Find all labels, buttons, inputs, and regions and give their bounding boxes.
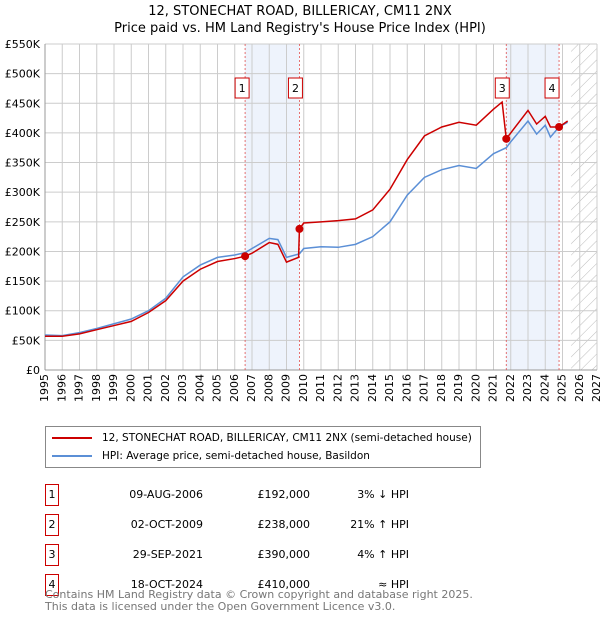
sale-label-box (234, 77, 250, 99)
x-tick-label: 2023 (521, 374, 534, 402)
x-tick-label: 1998 (90, 374, 103, 402)
y-tick-label: £250K (5, 216, 41, 229)
x-tick-label: 2020 (469, 374, 482, 402)
x-tick-label: 2014 (366, 374, 379, 402)
sale-label-number: 3 (499, 82, 506, 95)
legend-swatch-blue (52, 455, 92, 457)
sale-point (502, 134, 511, 143)
x-tick-label: 1999 (107, 374, 120, 402)
sale-row: 1 09-AUG-2006 £192,000 3% ↓ HPI (45, 484, 409, 506)
x-tick-label: 1996 (55, 374, 68, 402)
legend-item-property: 12, STONECHAT ROAD, BILLERICAY, CM11 2NX… (52, 430, 472, 446)
x-tick-label: 2022 (504, 374, 517, 402)
sale-row: 4 18-OCT-2024 £410,000 ≈ HPI (45, 574, 409, 596)
sale-date: 02-OCT-2009 (130, 518, 203, 531)
chart-title: 12, STONECHAT ROAD, BILLERICAY, CM11 2NX (148, 4, 452, 19)
x-tick-label: 2019 (452, 374, 465, 402)
y-tick-label: £200K (5, 245, 41, 258)
sale-hpi-comparison: 4% ↑ HPI (357, 548, 409, 561)
legend-label: HPI: Average price, semi-detached house,… (102, 450, 370, 462)
legend: 12, STONECHAT ROAD, BILLERICAY, CM11 2NX… (45, 426, 481, 468)
x-tick-label: 2004 (193, 374, 206, 402)
x-tick-label: 2006 (228, 374, 241, 402)
sale-number-badge: 2 (45, 514, 59, 536)
y-tick-label: £500K (5, 68, 41, 81)
y-tick-label: £150K (5, 275, 41, 288)
x-tick-label: 1995 (38, 374, 51, 402)
sale-row: 2 02-OCT-2009 £238,000 21% ↑ HPI (45, 514, 409, 536)
price-chart: 1995 1996 1997 1998 1999 2000 2001 2002 2003 2004… (5, 38, 600, 402)
price-paid-line (45, 100, 569, 337)
footer-licence: This data is licensed under the Open Gov… (45, 600, 396, 613)
sale-point (295, 224, 304, 233)
sale-label-number: 1 (239, 82, 246, 95)
x-tick-label: 2025 (556, 374, 569, 402)
x-tick-label: 2021 (487, 374, 500, 402)
sale-hpi-comparison: ≈ HPI (378, 578, 409, 591)
x-tick-label: 2003 (176, 374, 189, 402)
x-tick-label: 2001 (142, 374, 155, 402)
sale-price: £410,000 (257, 578, 311, 591)
y-tick-label: £300K (5, 186, 41, 199)
y-tick-label: £450K (5, 97, 41, 110)
x-tick-label: 2012 (331, 374, 344, 402)
sale-point (241, 252, 250, 261)
y-tick-label: £100K (5, 305, 41, 318)
sale-hpi-comparison: 21% ↑ HPI (350, 518, 409, 531)
legend-swatch-red (52, 437, 92, 439)
sale-label-number: 4 (549, 82, 556, 95)
sale-label-box (494, 77, 510, 99)
sale-date: 09-AUG-2006 (129, 488, 203, 501)
sale-number-badge: 3 (45, 544, 59, 566)
x-tick-label: 2008 (262, 374, 275, 402)
sale-date: 29-SEP-2021 (132, 548, 203, 561)
legend-item-hpi: HPI: Average price, semi-detached house,… (52, 448, 370, 464)
sale-point (555, 122, 564, 131)
x-tick-label: 2026 (573, 374, 586, 402)
x-tick-label: 2015 (383, 374, 396, 402)
x-tick-label: 2000 (124, 374, 137, 402)
x-tick-label: 2013 (349, 374, 362, 402)
y-tick-label: £0 (26, 364, 40, 377)
sale-label-number: 2 (292, 82, 299, 95)
sale-price: £390,000 (257, 548, 311, 561)
x-tick-label: 2024 (538, 374, 551, 402)
x-tick-label: 2007 (245, 374, 258, 402)
sale-price: £238,000 (257, 518, 311, 531)
x-tick-label: 1997 (73, 374, 86, 402)
x-tick-label: 2016 (400, 374, 413, 402)
x-tick-label: 2017 (418, 374, 431, 402)
footer: Contains HM Land Registry data © Crown c… (45, 589, 473, 613)
y-tick-label: £50K (12, 334, 41, 347)
chart-subtitle: Price paid vs. HM Land Registry's House … (114, 21, 486, 36)
forecast-hatch (571, 44, 597, 370)
sale-number-badge: 4 (45, 574, 59, 596)
y-tick-label: £400K (5, 127, 41, 140)
legend-label: 12, STONECHAT ROAD, BILLERICAY, CM11 2NX… (102, 432, 472, 444)
x-tick-label: 2011 (314, 374, 327, 402)
x-tick-label: 2009 (280, 374, 293, 402)
x-tick-label: 2005 (211, 374, 224, 402)
sale-hpi-comparison: 3% ↓ HPI (357, 488, 409, 501)
y-tick-label: £550K (5, 38, 41, 51)
sale-number-badge: 1 (45, 484, 59, 506)
sale-label-box (287, 77, 303, 99)
hpi-line (44, 119, 569, 337)
sale-label-box (544, 77, 560, 99)
x-tick-label: 2018 (435, 374, 448, 402)
footer-copyright: Contains HM Land Registry data © Crown c… (45, 588, 473, 601)
x-tick-label: 2010 (297, 374, 310, 402)
sale-row: 3 29-SEP-2021 £390,000 4% ↑ HPI (45, 544, 409, 566)
x-tick-label: 2002 (159, 374, 172, 402)
y-tick-label: £350K (5, 157, 41, 170)
sale-date: 18-OCT-2024 (130, 578, 203, 591)
sale-price: £192,000 (257, 488, 311, 501)
x-tick-label: 2027 (590, 374, 600, 402)
